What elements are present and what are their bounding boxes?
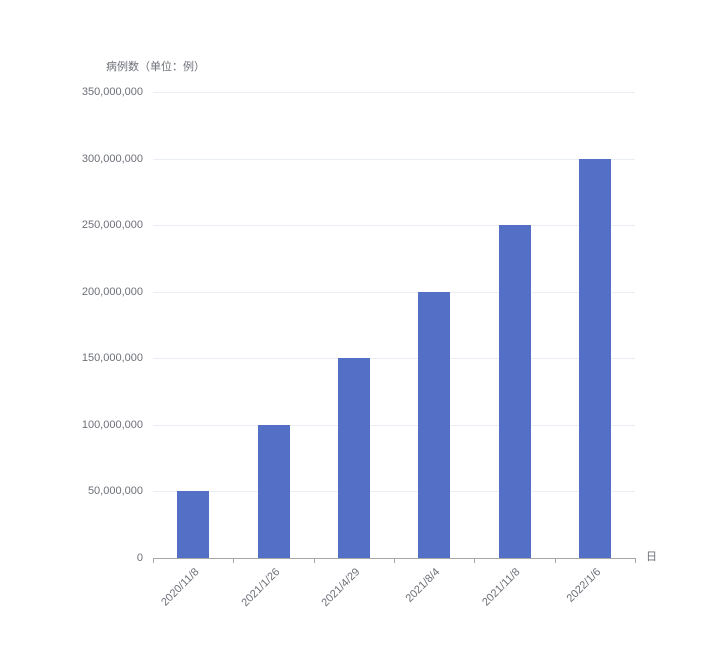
- x-axis-tick: [635, 558, 636, 563]
- y-tick-label: 100,000,000: [81, 418, 143, 431]
- x-tick-label: 2021/11/8: [480, 566, 523, 609]
- x-tick-label: 2021/8/4: [403, 566, 443, 605]
- y-tick-label: 250,000,000: [81, 219, 143, 232]
- y-tick-label: 200,000,000: [81, 285, 143, 298]
- gridline: [153, 225, 635, 227]
- bar-2021/8/4[interactable]: [418, 291, 451, 558]
- bar-2020/11/8[interactable]: [177, 491, 210, 558]
- x-axis-tick: [554, 558, 556, 563]
- gridline: [153, 491, 635, 493]
- x-axis-tick: [233, 558, 235, 563]
- gridline: [153, 424, 635, 426]
- x-axis-tick: [394, 558, 395, 563]
- y-tick-label: 150,000,000: [81, 352, 143, 365]
- gridline: [153, 158, 635, 160]
- gridline: [153, 291, 635, 293]
- y-axis-title: 病例数（单位：例）: [106, 61, 205, 73]
- x-tick-label: 2022/1/6: [564, 566, 604, 605]
- plot-area: [153, 92, 636, 563]
- y-tick-label: 50,000,000: [87, 485, 143, 498]
- x-axis-tick: [153, 558, 154, 563]
- x-axis-name: 日: [646, 551, 657, 563]
- bar-2022/1/6[interactable]: [578, 158, 611, 558]
- bar-2021/1/26[interactable]: [257, 424, 290, 558]
- gridline: [153, 92, 635, 93]
- bar-2021/11/8[interactable]: [498, 225, 531, 558]
- y-tick-label: 0: [136, 552, 143, 564]
- y-tick-label: 300,000,000: [81, 152, 143, 165]
- bar-2021/4/29[interactable]: [337, 358, 370, 558]
- y-tick-label: 350,000,000: [81, 86, 143, 98]
- x-axis-tick: [313, 558, 315, 563]
- x-tick-label: 2020/11/8: [159, 566, 202, 609]
- x-tick-label: 2021/4/29: [319, 566, 363, 610]
- gridline: [153, 358, 635, 360]
- x-tick-label: 2021/1/26: [238, 566, 282, 610]
- x-axis-tick: [474, 558, 476, 563]
